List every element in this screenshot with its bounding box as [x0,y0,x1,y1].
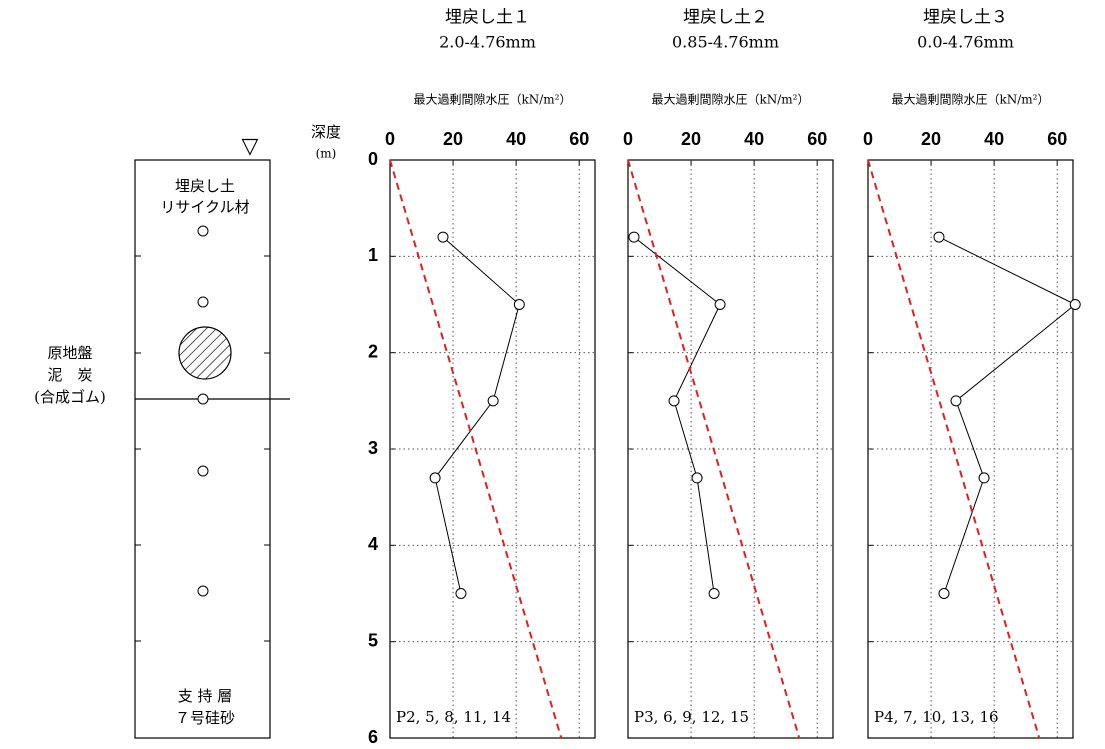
layer-label: リサイクル材 [160,198,249,216]
x-tick-label: 60 [1047,129,1067,149]
chart-title: 埋戻し土２ [683,8,768,28]
x-tick-label: 0 [385,129,395,149]
annotation: P2, 5, 8, 11, 14 [396,708,511,726]
data-point [430,473,440,483]
x-tick-label: 60 [807,129,827,149]
x-tick-label: 20 [921,129,941,149]
soil-column: ▽ 埋戻し土 リサイクル材 原地盤 泥 炭 (合成ゴム) 支 持 層 ７号硅砂 [34,134,290,738]
y-tick-label: 0 [368,149,378,169]
x-tick-label: 60 [569,129,589,149]
plot-frame [628,160,833,738]
x-tick-label: 20 [443,129,463,149]
layer-label: 原地盤 [47,344,92,362]
data-point [629,232,639,242]
layer-label: 埋戻し土 [175,177,235,195]
water-level: ▽ [242,134,259,159]
chart-title: 埋戻し土１ [445,8,530,28]
x-axis-label: 最大過剰間隙水圧（kN/m²） [651,93,809,107]
series-line [868,160,1039,738]
data-point [939,589,949,599]
data-point [438,232,448,242]
annotation: P4, 7, 10, 13, 16 [874,708,999,726]
x-axis-label: 最大過剰間隙水圧（kN/m²） [413,93,571,107]
y-tick-label: 6 [368,727,378,747]
y-tick-label: 3 [368,438,378,458]
column-box [135,160,270,738]
layer-label: 支 持 層 [178,687,233,705]
series-line [628,160,799,738]
data-point [456,589,466,599]
layer-label: (合成ゴム) [34,388,106,406]
column-ticks [135,256,270,641]
y-axis-label: (m) [316,147,337,161]
layer-label: ７号硅砂 [175,709,235,727]
x-tick-label: 20 [681,129,701,149]
data-point [934,232,944,242]
data-point [951,396,961,406]
x-tick-label: 40 [984,129,1004,149]
y-tick-label: 4 [368,534,378,554]
chart-subtitle: 2.0-4.76mm [439,33,536,52]
series-line [939,237,1075,593]
y-tick-label: 2 [368,341,378,361]
rubber-sample [179,327,231,379]
data-point [1070,300,1080,310]
y-tick-label: 1 [368,245,378,265]
x-tick-label: 40 [506,129,526,149]
plot-frame [390,160,595,738]
series-line [435,237,519,593]
annotation: P3, 6, 9, 12, 15 [634,708,749,726]
data-point [709,589,719,599]
series-line [634,237,720,593]
plot-frame [868,160,1073,738]
x-tick-label: 0 [623,129,633,149]
chart-subtitle: 0.85-4.76mm [672,33,779,52]
y-axis-label: 深度 [311,123,341,141]
x-axis-label: 最大過剰間隙水圧（kN/m²） [891,93,1049,107]
data-point [669,396,679,406]
sensor-markers [198,226,208,596]
x-tick-label: 40 [744,129,764,149]
y-tick-label: 5 [368,630,378,650]
data-point [514,300,524,310]
data-point [715,300,725,310]
x-tick-label: 0 [863,129,873,149]
chart-subtitle: 0.0-4.76mm [917,33,1014,52]
data-point [488,396,498,406]
chart-title: 埋戻し土３ [923,8,1008,28]
figure: ▽ 埋戻し土 リサイクル材 原地盤 泥 炭 (合成ゴム) 支 持 層 ７号硅砂 … [0,0,1105,749]
data-point [979,473,989,483]
layer-label: 泥 炭 [47,366,92,384]
data-point [692,473,702,483]
series-line [390,160,561,738]
